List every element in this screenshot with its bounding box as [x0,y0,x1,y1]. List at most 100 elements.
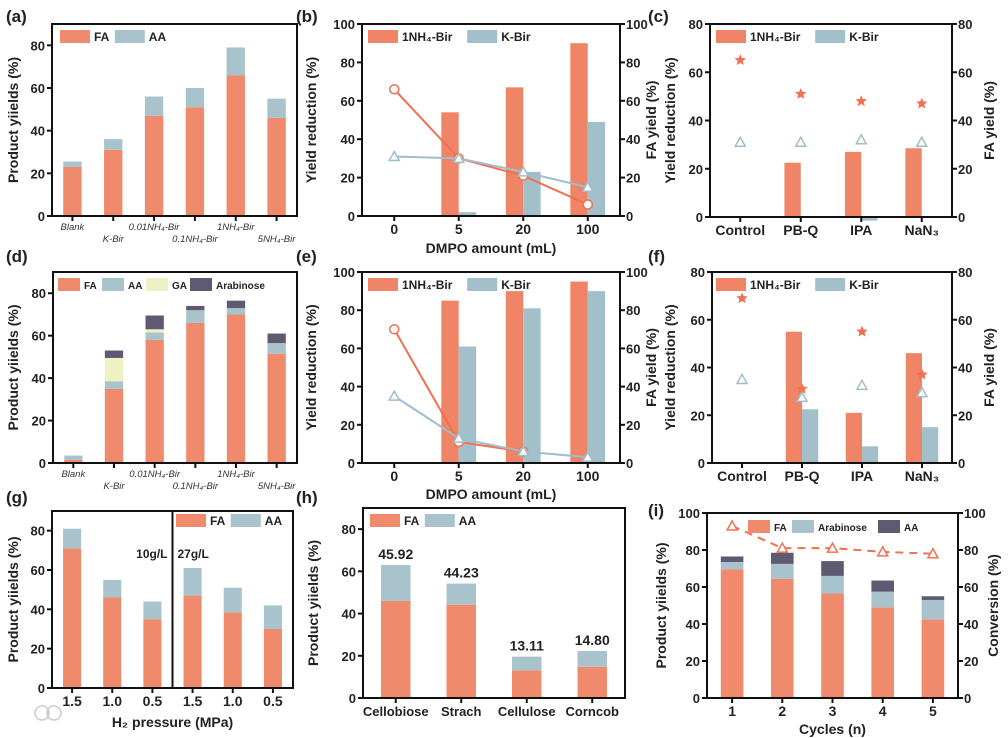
line-point-triangle [826,541,839,553]
legend-swatch [748,520,770,533]
y-tick-label: 20 [341,418,355,433]
line-point-triangle [776,541,789,553]
y2-tick-label: 20 [626,418,640,433]
plot-frame [361,23,621,217]
legend-label: AA [904,523,918,534]
line-point-star [916,97,928,109]
x-tick-label: K-Bir [103,234,125,245]
plot-frame [51,23,298,217]
bar-fa-3 [144,115,164,216]
y2-tick-label: 40 [964,617,978,632]
y2-tick-label: 80 [626,303,640,318]
line-point-circle [389,324,400,335]
group-label: 27g/L [178,547,209,561]
plot-frame [52,271,298,464]
y-tick-label: 60 [689,65,703,80]
bar-series1-2 [458,346,477,463]
bar-series1-4 [587,121,606,216]
legend-swatch [467,278,498,291]
bar-series1-2 [802,409,819,463]
bar-series1-3 [862,446,879,463]
bar-fa-2 [104,149,123,216]
legend-label: 1NH₄-Bir [750,278,801,292]
y2-tick-label: 60 [964,580,978,595]
bar-aa-3 [821,561,844,576]
x-tick-label: 0.1NH₄-Bir [172,234,218,245]
bar-aa-4 [183,568,202,596]
y2-tick-label: 60 [958,65,972,80]
bar-arabinose-4 [186,305,205,311]
line-point-triangle [926,547,940,559]
bar-series0-2 [441,300,459,463]
line-point-star [855,95,867,107]
y2-tick-label: 80 [626,55,640,70]
line-series-1 [393,395,588,459]
bar-fa-1 [63,548,82,688]
x-tick-label: Strach [441,704,482,719]
y-tick-label: 40 [341,132,355,147]
y-tick-label: 0 [38,681,45,696]
legend-label: K-Bir [849,30,879,44]
x-axis-label: Cycles (n) [799,721,866,737]
y-tick-label: 60 [341,341,355,356]
y2-tick-label: 0 [958,456,965,471]
bar-series1-3 [523,171,541,216]
y2-axis-label: FA yield (%) [643,81,659,160]
legend-label: FA [84,281,97,292]
bars [785,331,939,463]
bar-arabinose-5 [226,300,246,309]
line-point-triangle [876,545,889,557]
y-axis-label: Product yiields (%) [653,542,669,668]
y2-axis-label: FA yield (%) [643,328,659,407]
y-tick-label: 40 [31,124,45,139]
bar-fa-3 [145,339,164,463]
y-tick-label: 40 [32,371,46,386]
bar-fa-5 [921,619,945,698]
bar-series1-3 [861,217,878,221]
line-point-circle [389,84,400,95]
y-tick-label: 0 [693,691,700,706]
bar-aa-2 [103,579,122,598]
panel-e: 0 20 40 60 80 100 0 20 40 60 80 100 0 5 20 100 Yield red… [296,247,659,502]
legend-label: 1NH₄-Bir [750,30,801,44]
line-point-circle [582,199,593,210]
x-tick-label: Cellulose [498,704,556,719]
bar-aa-4 [186,310,205,323]
line-point-star [856,325,868,337]
legend-label: FA [774,523,787,534]
x-tick-label: 1.0 [103,693,123,709]
legend-swatch [467,30,498,43]
y2-tick-label: 40 [958,114,972,129]
bar-value-label: 44.23 [444,565,479,581]
y-tick-label: 40 [689,114,703,129]
bar-aa-2 [771,552,794,564]
y2-tick-label: 20 [626,171,640,186]
y2-tick-label: 80 [958,265,972,280]
legend: 1NH₄-Bir K-Bir [368,278,531,292]
x-tick-label: K-Bir [103,481,125,492]
bar-fa-2 [446,604,476,698]
legend-label: FA [210,514,226,528]
panel-label: (e) [296,247,317,266]
y-tick-label: 60 [342,564,356,579]
bar-arabinose-3 [821,575,844,594]
legend-label: 1NH₄-Bir [402,278,453,292]
legend-swatch [58,278,80,291]
bar-aa-4 [577,650,607,667]
y2-tick-label: 20 [958,162,972,177]
x-tick-label: 5 [929,703,937,719]
legend-label: Arabinose [216,281,265,292]
line-point-triangle [387,389,401,401]
bar-fa-1 [381,600,411,698]
legend: FA AA [176,514,282,528]
legend: FA AA [60,30,166,44]
line-point-triangle [581,180,595,192]
y-tick-label: 20 [31,642,45,657]
x-tick-label: 0.01NH₄-Bir [129,469,181,480]
y-tick-label: 80 [32,286,46,301]
panel-label: (f) [648,247,665,266]
bar-series1-2 [458,212,477,216]
bar-fa-2 [104,388,124,463]
bar-aa-5 [223,587,242,613]
x-tick-label: NaN₃ [905,222,939,238]
